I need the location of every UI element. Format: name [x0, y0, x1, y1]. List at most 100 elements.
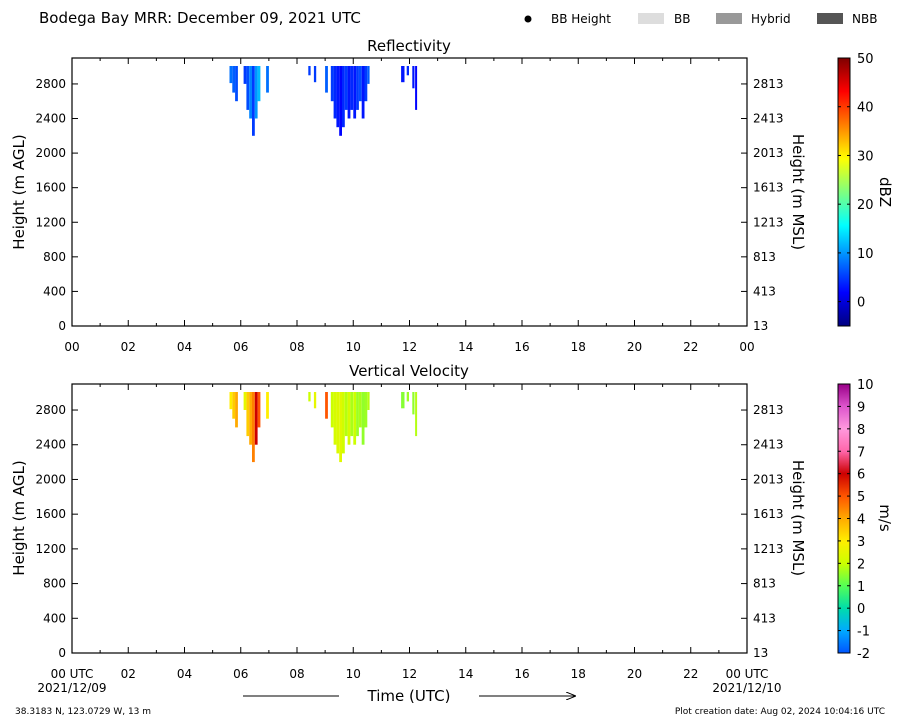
reflectivity-marks	[229, 66, 418, 136]
vertical-velocity-x-tick-label: 02	[121, 667, 136, 681]
vertical-velocity-x-tick-label: 12	[402, 667, 417, 681]
legend-hybrid-swatch	[716, 13, 742, 24]
vertical-velocity-ticks: 00 UTC 02 04 06 08 10 12 14 16 18 20 22 00 UTC 0 13 400…	[35, 384, 784, 681]
reflectivity-y-right-tick-label: 813	[753, 250, 776, 264]
vertical-velocity-column	[243, 392, 247, 410]
reflectivity-y-tick-label: 1600	[35, 181, 66, 195]
legend-bb-height-dot	[524, 15, 532, 23]
reflectivity-y-right-tick-label: 2813	[753, 77, 784, 91]
reflectivity-y-tick-label: 2000	[35, 146, 66, 160]
reflectivity-column	[243, 66, 247, 84]
reflectivity-column	[249, 66, 252, 119]
legend-bb-swatch	[638, 13, 664, 24]
vertical-velocity-colorbar-tick-label: 3	[857, 535, 865, 550]
reflectivity-colorbar	[837, 57, 851, 327]
reflectivity-column	[412, 66, 415, 89]
plot-creation-date: Plot creation date: Aug 02, 2024 10:04:1…	[675, 707, 885, 717]
reflectivity-y-tick-label: 2400	[35, 112, 66, 126]
vertical-velocity-column	[249, 392, 252, 445]
legend-bb-height-label: BB Height	[551, 12, 611, 26]
vertical-velocity-y-tick-label: 400	[43, 611, 66, 625]
vertical-velocity-x-tick-label: 08	[289, 667, 304, 681]
vertical-velocity-title: Vertical Velocity	[349, 362, 469, 380]
reflectivity-column	[339, 66, 342, 136]
reflectivity-title: Reflectivity	[367, 37, 451, 55]
vertical-velocity-y-right-tick-label: 413	[753, 611, 776, 625]
reflectivity-x-tick-label: 14	[458, 340, 473, 354]
reflectivity-column	[342, 66, 345, 128]
vertical-velocity-x-tick-label: 00 UTC	[51, 667, 94, 681]
figure-title: Bodega Bay MRR: December 09, 2021 UTC	[39, 9, 361, 27]
reflectivity-y-right-tick-label: 2013	[753, 146, 784, 160]
header-legend: BB Height BB Hybrid NBB	[524, 12, 877, 26]
reflectivity-column	[344, 66, 348, 110]
vertical-velocity-ylabel-right: Height (m MSL)	[789, 460, 807, 576]
vertical-velocity-colorbar-tick-label: 4	[857, 513, 865, 528]
vertical-velocity-colorbar-tick-label: 5	[857, 490, 865, 505]
reflectivity-x-tick-label: 22	[683, 340, 698, 354]
reflectivity-column	[330, 66, 334, 102]
vertical-velocity-column	[406, 392, 409, 402]
vertical-velocity-y-right-tick-label: 2013	[753, 472, 784, 486]
reflectivity-x-tick-label: 00	[64, 340, 79, 354]
reflectivity-y-right-tick-label: 1613	[753, 181, 784, 195]
reflectivity-column	[308, 66, 311, 76]
reflectivity-colorbar-ticks: 0 10 20 30 40 50	[838, 52, 874, 311]
reflectivity-y-tick-label: 800	[43, 250, 66, 264]
legend-nbb-swatch	[817, 13, 843, 24]
station-coordinates: 38.3183 N, 123.0729 W, 13 m	[15, 707, 151, 717]
reflectivity-y-right-tick-label: 13	[753, 319, 768, 333]
vertical-velocity-y-right-tick-label: 1213	[753, 542, 784, 556]
reflectivity-column	[364, 66, 368, 102]
reflectivity-x-tick-label: 12	[402, 340, 417, 354]
legend-nbb-label: NBB	[852, 12, 877, 26]
reflectivity-colorbar-tick-label: 10	[857, 247, 874, 262]
vertical-velocity-column	[350, 392, 354, 437]
vertical-velocity-column	[325, 392, 328, 419]
vertical-velocity-column	[232, 392, 236, 419]
vertical-velocity-colorbar-tick-label: 8	[857, 423, 865, 438]
vertical-velocity-x-tick-label: 00 UTC	[726, 667, 769, 681]
vertical-velocity-x-tick-label: 16	[514, 667, 529, 681]
vertical-velocity-column	[254, 392, 258, 445]
reflectivity-column	[254, 66, 258, 119]
reflectivity-column	[266, 66, 269, 93]
vertical-velocity-x-tick-label: 18	[571, 667, 586, 681]
reflectivity-y-right-tick-label: 413	[753, 284, 776, 298]
vertical-velocity-column	[342, 392, 345, 454]
vertical-velocity-column	[361, 392, 365, 445]
reflectivity-x-tick-label: 08	[289, 340, 304, 354]
vertical-velocity-y-right-tick-label: 2413	[753, 438, 784, 452]
reflectivity-y-tick-label: 400	[43, 284, 66, 298]
reflectivity-column	[229, 66, 233, 84]
vertical-velocity-column	[235, 392, 238, 428]
reflectivity-column	[313, 66, 317, 83]
reflectivity-y-tick-label: 2800	[35, 77, 66, 91]
reflectivity-ylabel-left: Height (m AGL)	[10, 134, 28, 249]
vertical-velocity-y-tick-label: 2800	[35, 403, 66, 417]
reflectivity-x-tick-label: 04	[177, 340, 192, 354]
vertical-velocity-colorbar-tick-label: 9	[857, 400, 865, 415]
reflectivity-column	[252, 66, 255, 136]
vertical-velocity-column	[353, 392, 357, 445]
vertical-velocity-y-tick-label: 800	[43, 577, 66, 591]
reflectivity-column	[356, 66, 359, 110]
vertical-velocity-column	[367, 392, 370, 410]
vertical-velocity-column	[356, 392, 359, 437]
reflectivity-x-tick-label: 20	[627, 340, 642, 354]
vertical-velocity-column	[358, 392, 362, 428]
vertical-velocity-y-right-tick-label: 2813	[753, 403, 784, 417]
vertical-velocity-column	[364, 392, 368, 428]
vertical-velocity-x-tick-label: 10	[346, 667, 361, 681]
time-axis-label: Time (UTC)	[367, 687, 451, 705]
vertical-velocity-column	[339, 392, 342, 463]
vertical-velocity-column	[257, 392, 261, 428]
reflectivity-colorbar-tick-label: 20	[857, 198, 874, 213]
vertical-velocity-column	[308, 392, 311, 402]
legend-bb-label: BB	[674, 12, 690, 26]
vertical-velocity-panel: Vertical Velocity 00 UTC 02 04 06 08 10 12 14 16…	[10, 362, 894, 681]
reflectivity-column	[401, 66, 405, 83]
reflectivity-y-tick-label: 1200	[35, 215, 66, 229]
